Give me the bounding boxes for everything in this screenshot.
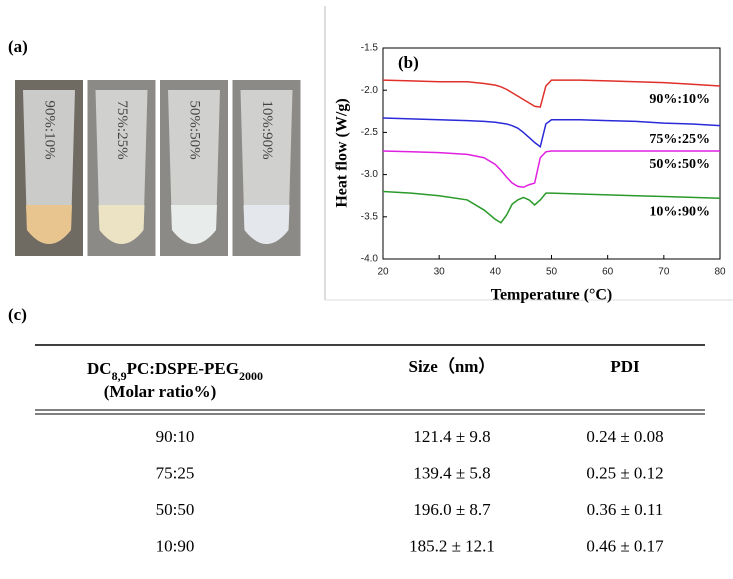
header-sub: 8,9 [112,369,127,383]
photo: 90%:10% 75%:25% 50%:50% 10%:90% [15,80,301,256]
x-tick-label: 50 [546,267,558,278]
table-cell: 0.46 ± 0.17 [586,536,664,555]
y-axis-label: Heat flow (W/g) [334,98,351,207]
tube-liquid [98,205,145,244]
table-cell: 0.36 ± 0.11 [587,500,664,519]
header-cell: DC8,9PC:DSPE-PEG2000 [87,359,263,383]
header-cell: (Molar ratio%) [104,382,217,401]
series-line [382,79,721,108]
header-cell: Size（nm） [409,356,496,376]
panel-label: (b) [398,53,419,72]
tube-label: 75%:25% [114,100,130,159]
tube-label: 90%:10% [42,100,58,159]
panel-label: (c) [8,305,27,324]
table-cell: 75:25 [156,463,195,482]
x-tick-label: 40 [490,267,502,278]
x-tick-label: 80 [714,267,726,278]
table-cell: 10:90 [156,536,195,555]
table-cell: 90:10 [156,427,195,446]
header-cell: PDI [610,357,640,376]
x-axis-label: Temperature (°C) [491,287,612,304]
x-tick-label: 20 [377,267,389,278]
tube-label: 10%:90% [259,100,275,159]
tube-liquid [26,205,72,244]
header-text: PC:DSPE-PEG [127,359,239,378]
x-tick-label: 30 [434,267,446,278]
series-line [382,190,721,224]
table-cell: 185.2 ± 12.1 [409,536,495,555]
tube-liquid [171,205,217,244]
y-tick-label: -2.5 [361,127,379,138]
x-tick-label: 70 [658,267,670,278]
table-cell: 0.24 ± 0.08 [586,427,663,446]
series-label: 50%:50% [649,157,710,172]
table-cell: 121.4 ± 9.8 [413,427,490,446]
header-sub: 2000 [239,369,263,383]
panel-label: (a) [8,37,28,56]
tube-liquid [243,205,290,244]
y-tick-label: -4.0 [361,254,379,265]
table-cell: 139.4 ± 5.8 [413,463,490,482]
y-tick-label: -3.5 [361,211,379,222]
header-text: DC [87,359,112,378]
chart: -4.0 -3.5 -3.0 -2.5 -2.0 -1.5 20 30 40 50 60 70 80 Te… [334,43,726,304]
series-line [382,117,721,149]
table-cell: 0.25 ± 0.12 [586,463,663,482]
table-cell: 196.0 ± 8.7 [413,500,491,519]
y-tick-label: -2.0 [361,85,379,96]
series-label: 10%:90% [649,204,710,219]
series-label: 90%:10% [649,92,710,107]
y-tick-label: -1.5 [361,43,379,54]
x-tick-label: 60 [602,267,614,278]
table-cell: 50:50 [156,500,195,519]
series-line [382,150,720,189]
y-tick-label: -3.0 [361,169,379,180]
series-label: 75%:25% [649,132,710,147]
table: DC8,9PC:DSPE-PEG2000 (Molar ratio%) Size… [35,344,705,555]
tube-label: 50%:50% [187,100,203,159]
